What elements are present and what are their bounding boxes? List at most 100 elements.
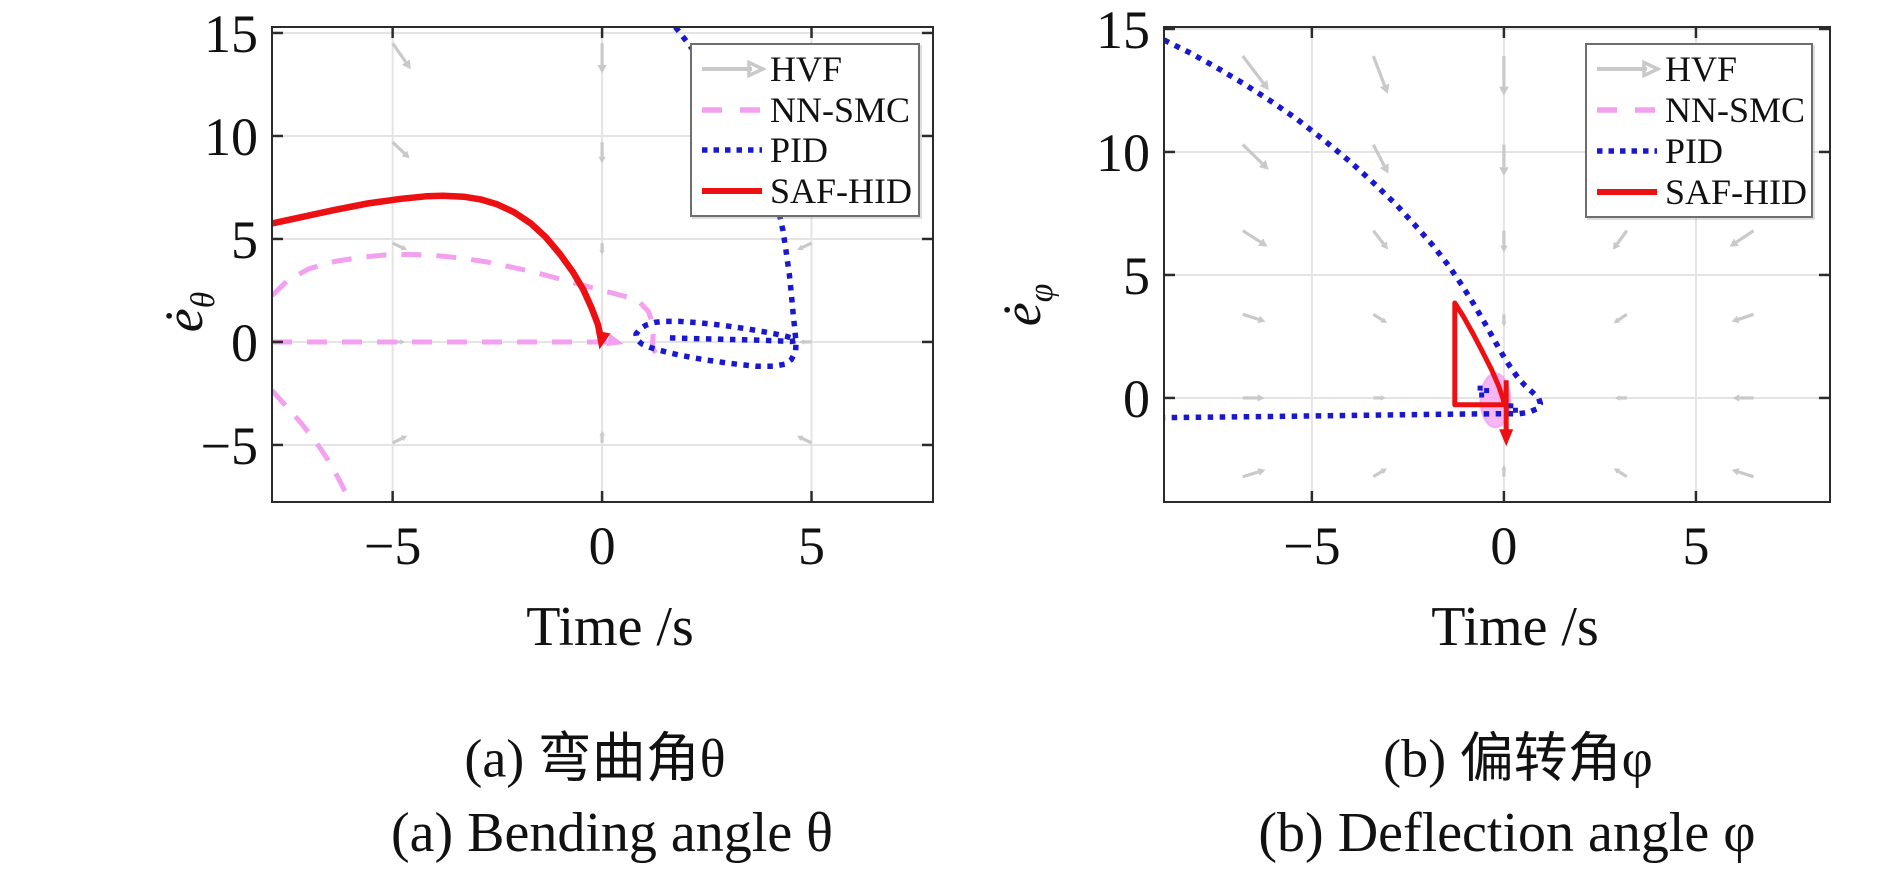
caption-right-chinese: (b) 偏转角φ (1383, 728, 1653, 789)
series-pid (633, 27, 799, 370)
hvf-arrow (1242, 312, 1260, 321)
series-nn-smc-lower-branch (272, 388, 353, 502)
hvf-arrowhead (1380, 395, 1386, 401)
hvf-arrowhead (1380, 468, 1387, 474)
caption-left-chinese: (a) 弯曲角θ (464, 728, 726, 789)
caption-right-english: (b) Deflection angle φ (1258, 802, 1756, 864)
hvf-arrowhead (1380, 241, 1389, 250)
hvf-arrowhead (599, 430, 605, 436)
y-axis-label-left: ėθ (153, 292, 223, 332)
hvf-arrow (1372, 312, 1384, 322)
y-axis-label-right-base: ė (992, 302, 1053, 327)
hvf-arrow (1737, 470, 1755, 479)
legend-item-saf-hid: SAF-HID (700, 171, 916, 212)
caption-left-english: (a) Bending angle θ (390, 802, 834, 864)
hvf-arrowhead (1499, 167, 1509, 176)
hvf-arrowhead (401, 150, 410, 159)
hvf-arrowhead (1615, 395, 1620, 401)
legend-label-pid: PID (1665, 130, 1724, 171)
series-speck (1512, 407, 1518, 413)
hvf-arrow (1241, 143, 1264, 165)
y-tick-label: 15 (1096, 0, 1150, 60)
hvf-arrowhead (1501, 321, 1507, 327)
x-tick-label: 5 (798, 516, 825, 576)
hvf-arrow (1615, 229, 1629, 245)
hvf-arrowhead (1258, 238, 1268, 247)
series-speck (1508, 403, 1514, 409)
y-tick-label: 0 (1123, 369, 1150, 429)
y-tick-label: 5 (1123, 246, 1150, 306)
hvf-arrowhead (1731, 468, 1740, 476)
hvf-arrowhead (597, 65, 607, 74)
legend-right: HVF NN-SMC PID SAF-HID (1585, 43, 1813, 218)
solid-line-icon (1595, 180, 1661, 204)
dashed-line-icon (1595, 98, 1661, 122)
hvf-arrow-icon (700, 57, 768, 81)
y-axis-label-left-sub: θ (184, 291, 222, 309)
hvf-arrowhead (400, 339, 406, 345)
legend-label-hvf: HVF (1665, 49, 1738, 90)
y-tick-label: 15 (204, 4, 258, 64)
hvf-arrow (1371, 55, 1387, 87)
hvf-arrow (1372, 469, 1383, 479)
solid-line-icon (700, 179, 766, 203)
hvf-arrow (801, 241, 813, 249)
hvf-arrow (1372, 229, 1385, 245)
y-tick-label: 10 (1096, 123, 1150, 183)
hvf-arrowhead (1498, 86, 1509, 96)
dotted-line-icon (1595, 139, 1661, 163)
legend-item-nn-smc: NN-SMC (700, 90, 916, 131)
hvf-arrowhead (1257, 315, 1266, 324)
legend-label-nn-smc: NN-SMC (770, 89, 911, 130)
hvf-arrowhead (598, 156, 606, 164)
legend-label-pid: PID (770, 130, 829, 171)
hvf-vector-field (272, 27, 813, 502)
hvf-arrowhead (1613, 317, 1621, 324)
y-axis-label-left-base: ė (154, 308, 215, 333)
x-tick-label: 0 (1490, 516, 1517, 576)
x-tick-label: 5 (1682, 516, 1709, 576)
series-saf-hid (272, 192, 605, 341)
legend-item-pid: PID (700, 130, 916, 171)
hvf-arrowhead (1732, 394, 1740, 402)
x-tick-label: 0 (589, 516, 616, 576)
hvf-arrowhead (1501, 464, 1507, 470)
y-tick-label: 0 (231, 313, 258, 373)
series-saf-hid-triangle (1452, 300, 1508, 408)
y-axis-label-right-sub: φ (1022, 283, 1060, 303)
hvf-arrowhead (400, 244, 408, 251)
legend-left: HVF NN-SMC PID SAF-HID (690, 43, 920, 217)
series-nn-smc-arc-branch (272, 251, 667, 365)
hvf-arrowhead (1500, 245, 1508, 253)
y-tick-label: 10 (204, 107, 258, 167)
legend-label-hvf: HVF (770, 49, 843, 90)
x-tick-label: −5 (1283, 516, 1340, 576)
hvf-arrowhead (401, 59, 411, 70)
hvf-arrow (1371, 143, 1386, 167)
hvf-arrowhead (1731, 315, 1740, 324)
legend-label-saf-hid: SAF-HID (1665, 171, 1808, 212)
hvf-arrowhead (400, 435, 408, 442)
hvf-arrow-icon (1595, 57, 1663, 81)
series-speck (1479, 392, 1485, 398)
legend-item-hvf: HVF (1595, 49, 1809, 90)
hvf-arrowhead (1257, 394, 1265, 402)
x-axis-label-left: Time /s (526, 596, 694, 658)
hvf-arrow (1737, 312, 1755, 321)
hvf-arrow (391, 241, 403, 249)
x-tick-label: −5 (364, 516, 421, 576)
legend-item-nn-smc: NN-SMC (1595, 90, 1809, 131)
trajectory-arrowhead (606, 333, 624, 347)
hvf-arrow (391, 436, 403, 445)
y-axis-label-right: ėφ (991, 284, 1061, 327)
hvf-arrow (1617, 312, 1628, 322)
trajectory-arrowhead (1499, 429, 1514, 447)
hvf-arrowhead (1729, 238, 1739, 247)
hvf-arrow (1242, 470, 1260, 479)
hvf-arrowhead (1259, 80, 1269, 91)
legend-label-nn-smc: NN-SMC (1665, 90, 1806, 131)
x-axis-label-right: Time /s (1431, 596, 1599, 658)
legend-item-saf-hid: SAF-HID (1595, 171, 1809, 212)
legend-item-pid: PID (1595, 131, 1809, 172)
y-tick-label: −5 (201, 416, 258, 476)
